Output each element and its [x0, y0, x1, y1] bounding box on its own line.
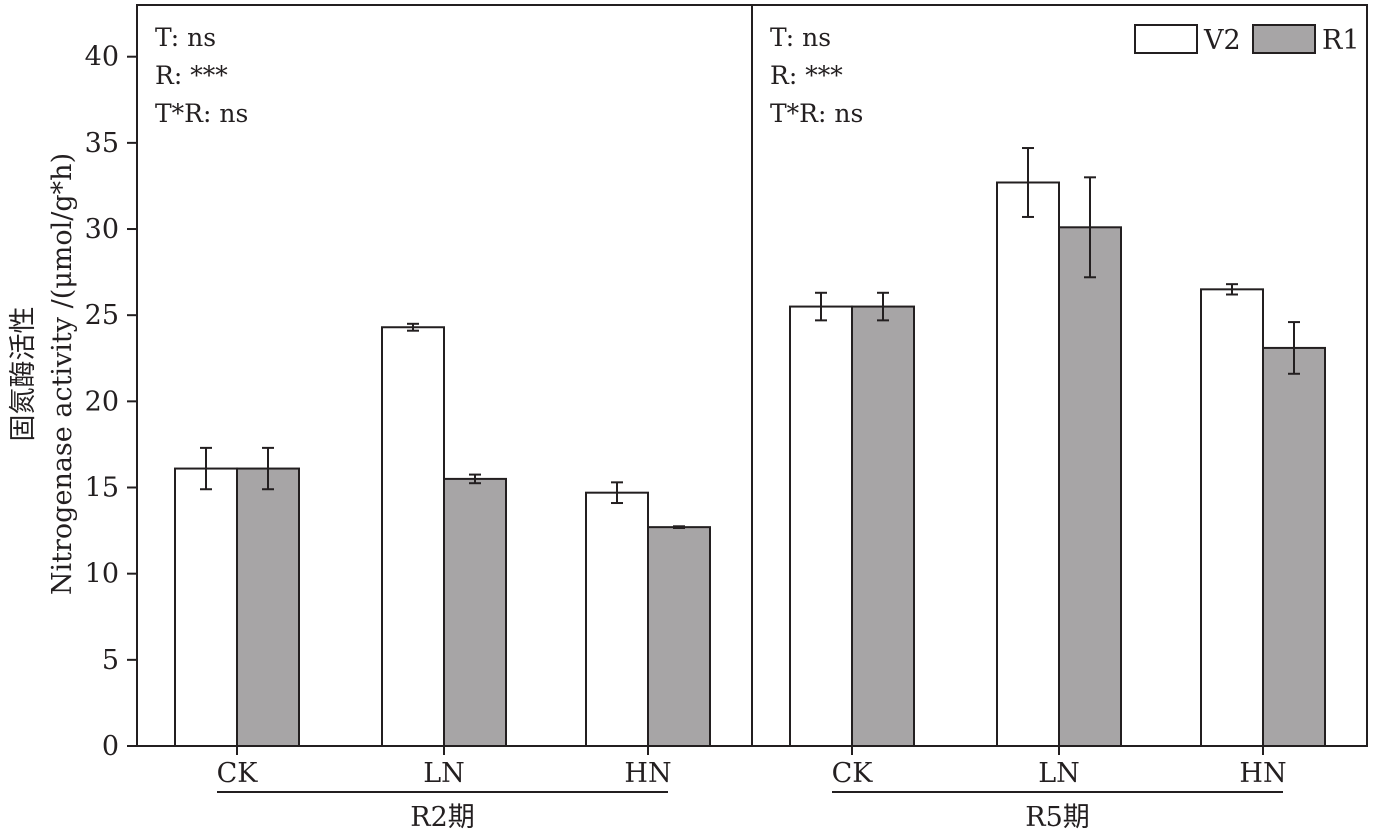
- bar-v2: [789, 305, 853, 747]
- stat-annotation: R: ***: [155, 61, 228, 90]
- x-tick-label: LN: [1038, 758, 1080, 789]
- y-tick-label: 0: [102, 731, 119, 762]
- y-tick-label: 30: [85, 214, 119, 245]
- bar-r1: [1058, 226, 1122, 748]
- bar-r1: [851, 305, 915, 747]
- y-axis-ticks: 0 5 10 15 20 25 30 35 40: [85, 42, 137, 762]
- y-axis-label-cn: 固氮酶活性: [8, 307, 39, 442]
- bar-r1: [236, 467, 300, 747]
- group-label: R5期: [1025, 802, 1090, 833]
- group-label: R2期: [410, 802, 475, 833]
- y-tick-label: 10: [85, 559, 119, 590]
- chart-panels: T: ns R: *** T*R: ns CK LN HN R2期 T: ns R: *** T*…: [136, 4, 1368, 833]
- y-tick-label: 25: [85, 300, 119, 331]
- x-tick-label: CK: [832, 758, 874, 789]
- stat-annotation: T: ns: [770, 23, 831, 52]
- bar-r1: [443, 477, 507, 747]
- y-tick-label: 40: [85, 42, 119, 73]
- legend-swatch-r1: [1252, 24, 1316, 54]
- y-tick-label: 5: [102, 645, 119, 676]
- x-tick-label: HN: [1239, 758, 1286, 789]
- bar-v2: [996, 181, 1060, 747]
- y-tick-label: 20: [85, 386, 119, 417]
- bar-v2: [381, 326, 445, 747]
- chart-panel: T: ns R: *** T*R: ns CK LN HN R5期: [751, 4, 1368, 833]
- x-tick-label: HN: [624, 758, 671, 789]
- stat-annotation: T*R: ns: [770, 99, 863, 128]
- legend-swatch-v2: [1134, 24, 1198, 54]
- y-axis-label-en: Nitrogenase activity /(μmol/g*h): [47, 153, 78, 595]
- y-axis-label: 固氮酶活性 Nitrogenase activity /(μmol/g*h): [8, 153, 78, 595]
- legend-label: V2: [1203, 25, 1241, 56]
- bar-v2: [174, 467, 238, 747]
- legend: V2 R1: [1134, 24, 1360, 56]
- bar-v2: [585, 491, 649, 747]
- stat-annotation: T: ns: [155, 23, 216, 52]
- stat-annotation: T*R: ns: [155, 99, 248, 128]
- bar-r1: [1262, 346, 1326, 747]
- y-tick-label: 15: [85, 473, 119, 504]
- legend-label: R1: [1322, 25, 1360, 56]
- stat-annotation: R: ***: [770, 61, 843, 90]
- bar-r1: [647, 526, 711, 747]
- x-tick-label: LN: [423, 758, 465, 789]
- bar-v2: [1200, 288, 1264, 747]
- x-tick-label: CK: [217, 758, 259, 789]
- y-tick-label: 35: [85, 128, 119, 159]
- chart-panel: T: ns R: *** T*R: ns CK LN HN R2期: [136, 4, 753, 833]
